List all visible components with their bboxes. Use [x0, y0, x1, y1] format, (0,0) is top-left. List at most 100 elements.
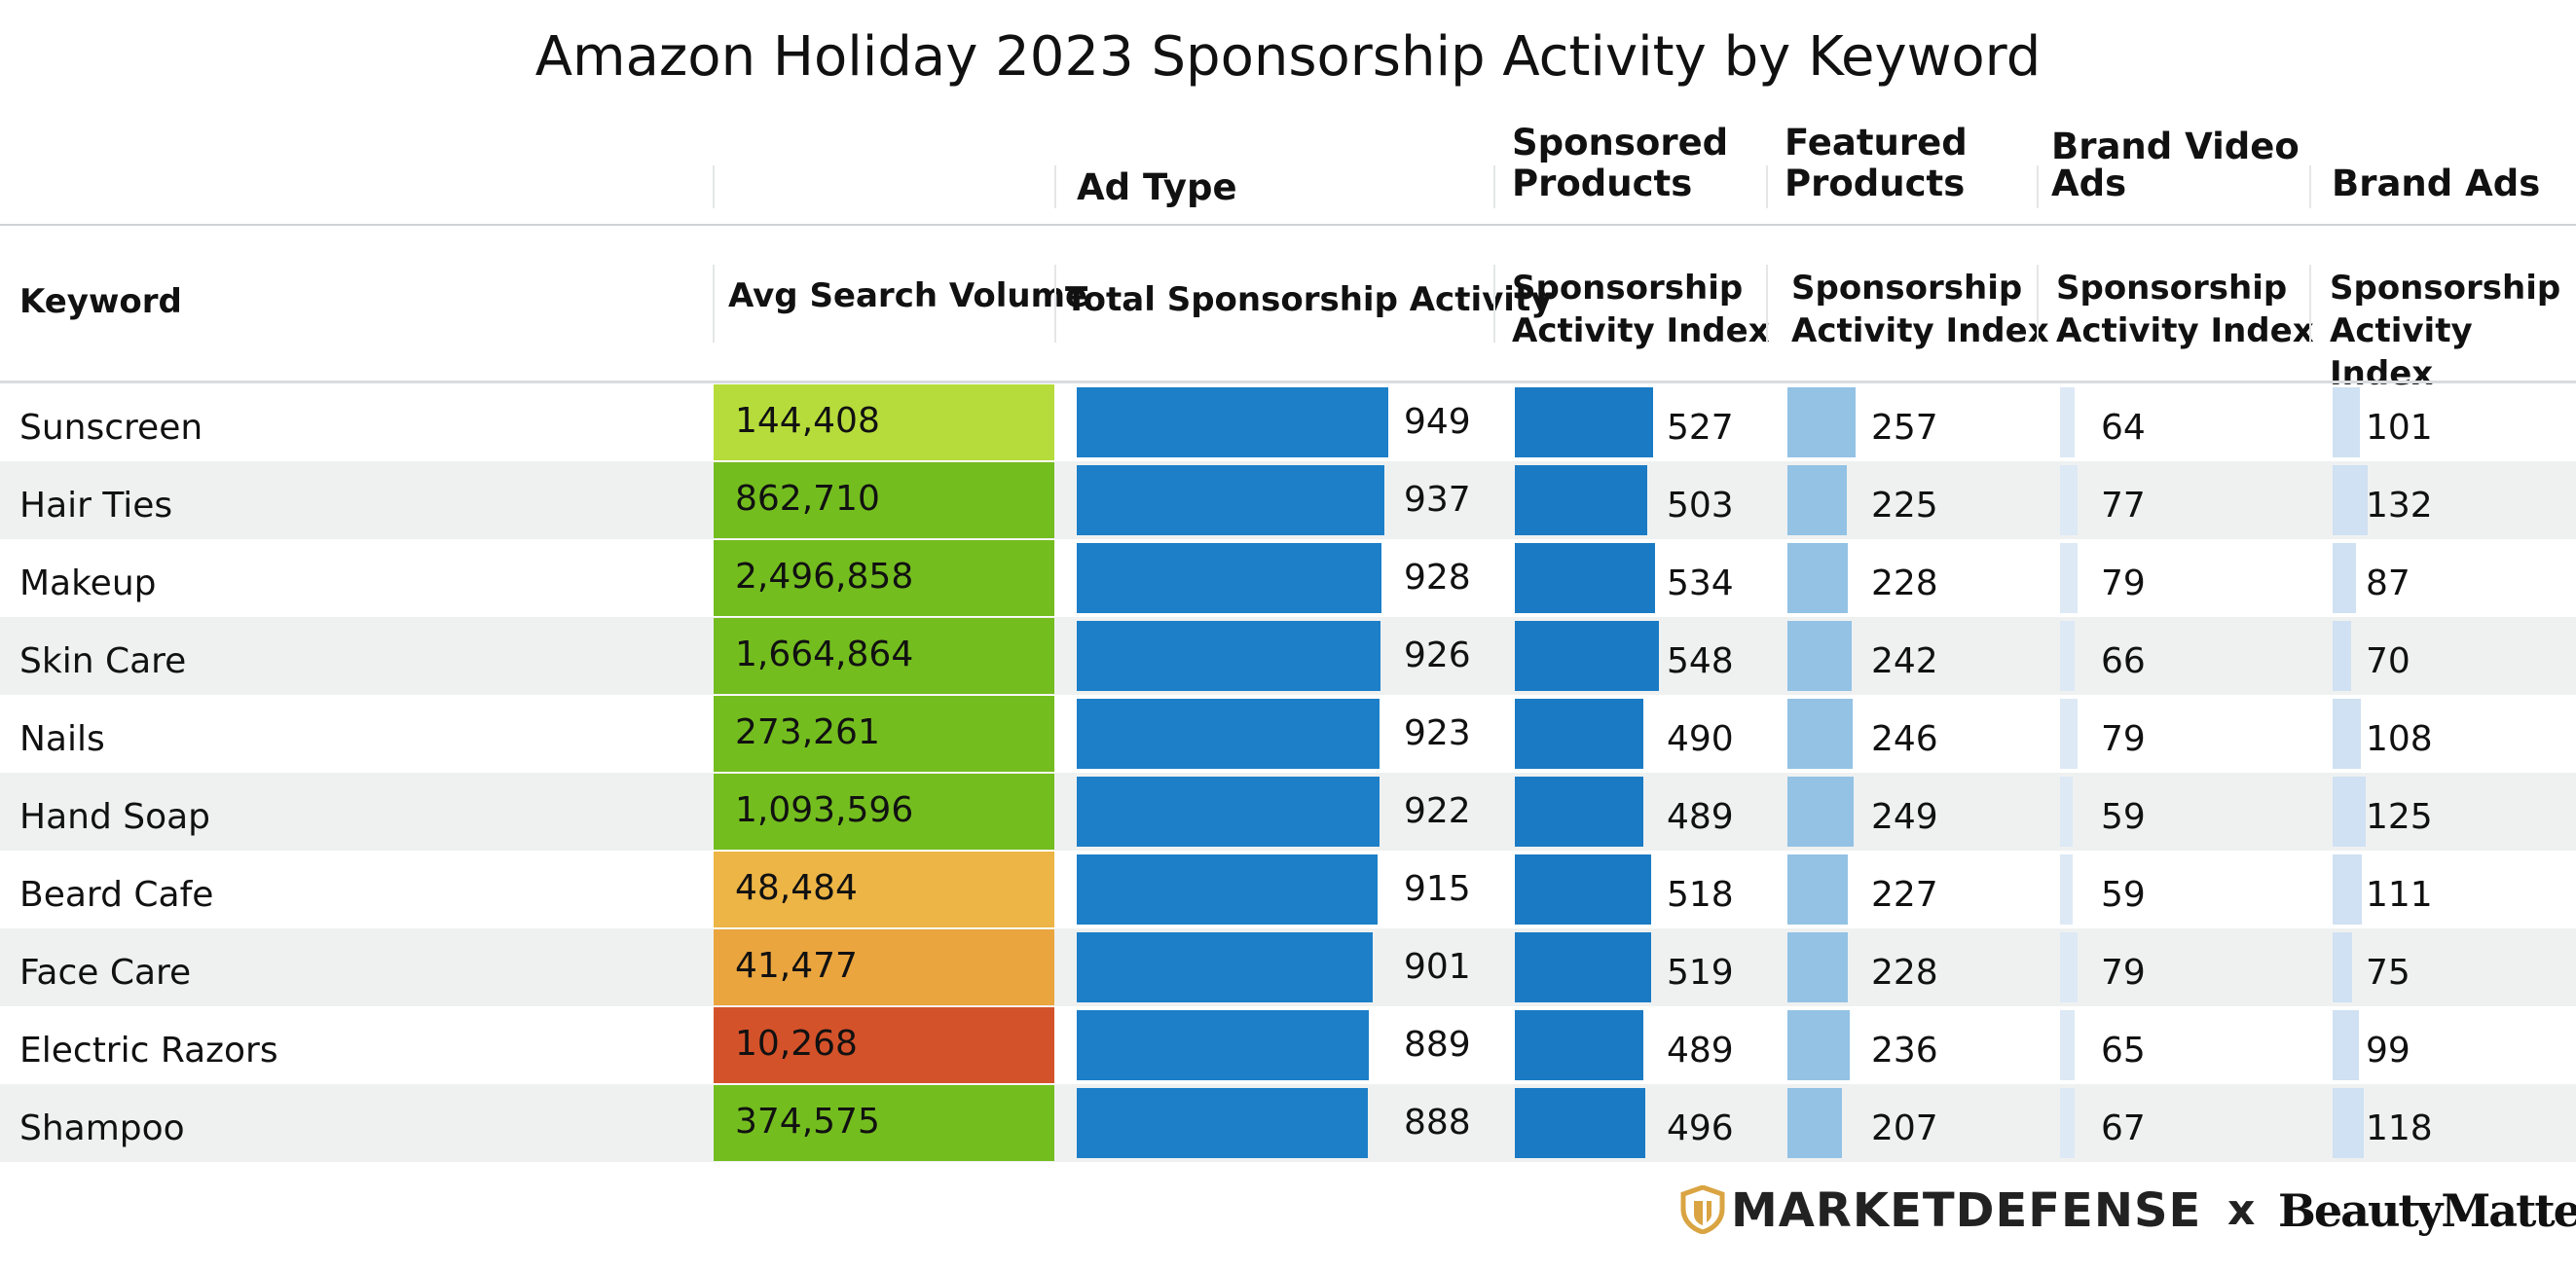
- search-volume-value: 862,710: [735, 479, 880, 519]
- featured-products-bar: [1787, 699, 1853, 769]
- featured-products-value: 207: [1871, 1108, 1938, 1148]
- search-volume-value: 41,477: [735, 946, 858, 986]
- search-volume-cell: 2,496,858: [714, 540, 1054, 616]
- search-volume-value: 2,496,858: [735, 557, 914, 597]
- featured-products-value: 249: [1871, 797, 1938, 837]
- featured-products-value: 227: [1871, 875, 1938, 915]
- sponsored-products-bar: [1515, 1010, 1643, 1080]
- search-volume-cell: 1,664,864: [714, 618, 1054, 694]
- sponsored-products-bar: [1515, 621, 1659, 691]
- featured-products-bar: [1787, 543, 1848, 613]
- search-volume-cell: 1,093,596: [714, 774, 1054, 850]
- col-total-sponsorship-activity: Total Sponsorship Activity: [1065, 280, 1553, 319]
- featured-products-value: 257: [1871, 408, 1938, 448]
- brand-ads-bar: [2333, 621, 2351, 691]
- featured-products-value: 236: [1871, 1031, 1938, 1071]
- sponsored-products-value: 496: [1667, 1108, 1734, 1148]
- total-activity-bar: [1077, 932, 1373, 1002]
- featured-products-value: 228: [1871, 953, 1938, 993]
- search-volume-cell: 273,261: [714, 696, 1054, 772]
- sponsored-products-value: 518: [1667, 875, 1734, 915]
- sponsored-products-value: 548: [1667, 641, 1734, 681]
- brand-video-ads-bar: [2060, 543, 2078, 613]
- sponsored-products-bar: [1515, 465, 1647, 535]
- search-volume-value: 48,484: [735, 868, 858, 908]
- brand-video-ads-value: 65: [2101, 1031, 2146, 1071]
- brand-video-ads-bar: [2060, 1010, 2075, 1080]
- col-avg-search-volume: Avg Search Volume: [728, 276, 1088, 315]
- brand-ads-value: 87: [2366, 563, 2410, 603]
- sponsored-products-bar: [1515, 699, 1643, 769]
- search-volume-cell: 48,484: [714, 852, 1054, 927]
- brand-video-ads-bar: [2060, 387, 2075, 457]
- chart-title: Amazon Holiday 2023 Sponsorship Activity…: [534, 25, 2042, 89]
- beautymatter-logo: BeautyMatter: [2278, 1184, 2576, 1237]
- search-volume-cell: 862,710: [714, 462, 1054, 538]
- total-activity-value: 949: [1404, 402, 1471, 442]
- keyword-cell: Nails: [19, 719, 105, 759]
- column-separator: [2037, 265, 2039, 343]
- brand-video-ads-value: 59: [2101, 797, 2146, 837]
- total-activity-value: 915: [1404, 869, 1471, 909]
- header-divider: [0, 224, 2576, 226]
- column-separator: [2309, 265, 2311, 343]
- sponsored-products-bar: [1515, 854, 1651, 925]
- keyword-cell: Hair Ties: [19, 486, 173, 526]
- brand-video-ads-value: 64: [2101, 408, 2146, 448]
- brand-ads-value: 118: [2366, 1108, 2433, 1148]
- brand-video-ads-value: 77: [2101, 486, 2146, 526]
- total-activity-value: 923: [1404, 713, 1471, 753]
- featured-products-value: 246: [1871, 719, 1938, 759]
- brand-ads-bar: [2333, 543, 2356, 613]
- brand-video-ads-value: 66: [2101, 641, 2146, 681]
- search-volume-cell: 41,477: [714, 929, 1054, 1005]
- total-activity-bar: [1077, 854, 1378, 925]
- featured-products-bar: [1787, 1088, 1842, 1158]
- brand-video-ads-value: 59: [2101, 875, 2146, 915]
- col-bv-index-line2: Activity Index: [2056, 311, 2314, 350]
- featured-products-bar: [1787, 932, 1848, 1002]
- col-fp-index-line2: Activity Index: [1791, 311, 2049, 350]
- col-sp-index-line1: Sponsorship: [1512, 269, 1744, 308]
- sponsored-products-bar: [1515, 1088, 1645, 1158]
- sponsored-products-value: 534: [1667, 563, 1734, 603]
- search-volume-value: 10,268: [735, 1024, 858, 1064]
- col-bv-index: Sponsorship Activity Index: [2056, 267, 2314, 352]
- col-ba-index: Sponsorship Activity Index: [2330, 267, 2576, 395]
- keyword-cell: Electric Razors: [19, 1031, 278, 1071]
- brand-ads-value: 75: [2366, 953, 2410, 993]
- brand-ads-bar: [2333, 1088, 2364, 1158]
- brand-ads-value: 70: [2366, 641, 2410, 681]
- brand-ads-bar: [2333, 854, 2362, 925]
- table-row: Nails 273,261 923 490 246 79 108: [0, 695, 2576, 773]
- brand-ads-value: 101: [2366, 408, 2433, 448]
- brand-video-ads-bar: [2060, 777, 2073, 847]
- search-volume-value: 1,664,864: [735, 635, 914, 674]
- brand-video-ads-value: 79: [2101, 563, 2146, 603]
- featured-products-value: 228: [1871, 563, 1938, 603]
- total-activity-bar: [1077, 543, 1381, 613]
- group-separator: [2309, 165, 2311, 208]
- col-sp-index: Sponsorship Activity Index: [1512, 267, 1770, 352]
- group-brand-ads: Brand Ads: [2332, 163, 2541, 204]
- total-activity-bar: [1077, 1088, 1368, 1158]
- total-activity-bar: [1077, 699, 1380, 769]
- total-activity-value: 922: [1404, 791, 1471, 831]
- keyword-cell: Shampoo: [19, 1108, 185, 1148]
- group-separator: [1766, 165, 1768, 208]
- group-featured-products-line1: Featured: [1785, 122, 1968, 163]
- brand-video-ads-bar: [2060, 465, 2078, 535]
- sponsored-products-value: 519: [1667, 953, 1734, 993]
- brand-ads-value: 111: [2366, 875, 2433, 915]
- sponsored-products-bar: [1515, 387, 1653, 457]
- table-row: Makeup 2,496,858 928 534 228 79 87: [0, 539, 2576, 617]
- sponsored-products-value: 490: [1667, 719, 1734, 759]
- group-separator: [713, 165, 715, 208]
- featured-products-value: 242: [1871, 641, 1938, 681]
- brand-ads-bar: [2333, 777, 2366, 847]
- table-row: Electric Razors 10,268 889 489 236 65 99: [0, 1006, 2576, 1084]
- brand-ads-bar: [2333, 387, 2360, 457]
- brand-ads-bar: [2333, 932, 2352, 1002]
- group-brand-video-ads-line1: Brand Video: [2051, 126, 2300, 167]
- sponsored-products-value: 489: [1667, 797, 1734, 837]
